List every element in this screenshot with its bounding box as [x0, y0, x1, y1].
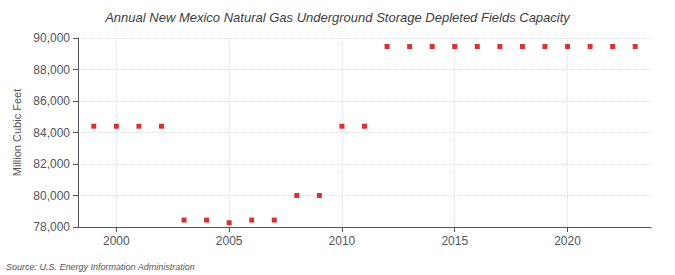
svg-text:2005: 2005	[216, 234, 243, 248]
svg-text:2010: 2010	[329, 234, 356, 248]
svg-text:2020: 2020	[554, 234, 581, 248]
svg-text:80,000: 80,000	[33, 189, 70, 203]
svg-text:2000: 2000	[103, 234, 130, 248]
svg-text:Annual New Mexico Natural Gas: Annual New Mexico Natural Gas Undergroun…	[104, 10, 571, 25]
svg-text:82,000: 82,000	[33, 157, 70, 171]
svg-text:86,000: 86,000	[33, 94, 70, 108]
svg-text:Source: U.S. Energy Informatio: Source: U.S. Energy Information Administ…	[6, 262, 195, 272]
svg-text:84,000: 84,000	[33, 126, 70, 140]
svg-text:2015: 2015	[441, 234, 468, 248]
svg-text:88,000: 88,000	[33, 63, 70, 77]
svg-text:90,000: 90,000	[33, 31, 70, 45]
svg-text:Million Cubic Feet: Million Cubic Feet	[11, 89, 23, 176]
svg-text:78,000: 78,000	[33, 220, 70, 234]
